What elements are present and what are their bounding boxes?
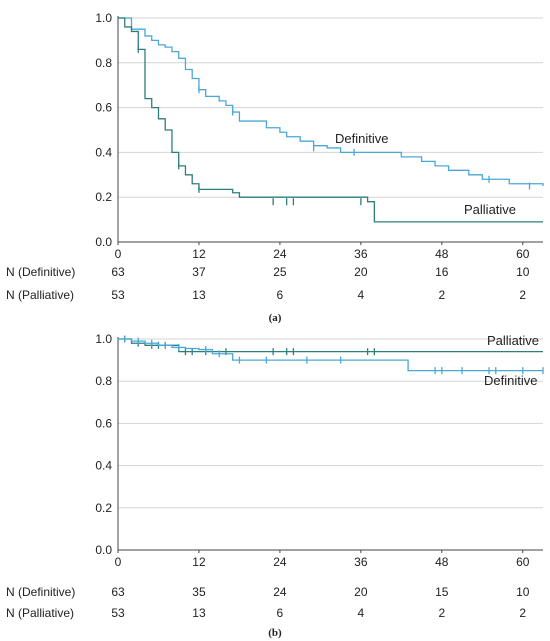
risk-value: 13 [192,288,206,302]
x-tick-label: 60 [516,247,530,261]
series-line-definitive [118,338,543,372]
risk-value: 25 [273,265,287,279]
risk-value: 4 [358,606,365,620]
risk-value: 53 [111,606,125,620]
risk-row-label: N (Palliative) [6,288,74,302]
x-tick-label: 60 [516,555,530,569]
risk-value: 2 [519,606,526,620]
y-tick-label: 0.2 [95,501,112,515]
y-tick-label: 1.0 [95,11,112,25]
panel-b: 0.00.20.40.60.81.00 12 24 36 48 60PalliativeD… [6,332,544,639]
risk-value: 2 [438,606,445,620]
y-tick-label: 1.0 [95,332,112,346]
panel-caption: (b) [268,627,282,639]
risk-row-label: N (Palliative) [6,606,74,620]
y-tick-label: 0.6 [95,101,112,115]
series-label-palliative: Palliative [464,202,516,217]
y-tick-label: 0.0 [95,543,112,557]
x-tick-label: 36 [354,247,368,261]
series-line-definitive [118,17,544,186]
series-label-definitive: Definitive [484,373,537,388]
series-label-definitive: Definitive [335,131,388,146]
risk-value: 6 [277,288,284,302]
risk-value: 35 [192,585,206,599]
risk-value: 2 [519,288,526,302]
risk-value: 13 [192,606,206,620]
x-tick-label: 0 [115,555,122,569]
y-tick-label: 0.8 [95,56,112,70]
risk-value: 53 [111,288,125,302]
x-tick-label: 24 [273,247,287,261]
risk-value: 15 [435,585,449,599]
series-line-palliative [118,338,543,353]
x-tick-label: 12 [192,555,206,569]
y-tick-label: 0.0 [95,235,112,249]
y-tick-label: 0.2 [95,190,112,204]
x-tick-label: 24 [273,555,287,569]
x-tick-label: 12 [192,247,206,261]
x-tick-label: 48 [435,247,449,261]
series-line-palliative [118,17,543,223]
panel-a: 0.00.20.40.60.81.00 12 24 36 48 60DefinitiveP… [6,11,544,324]
x-tick-label: 0 [115,247,122,261]
x-tick-label: 48 [435,555,449,569]
risk-value: 6 [277,606,284,620]
risk-value: 2 [438,288,445,302]
panel-caption: (a) [269,312,282,324]
risk-value: 37 [192,265,206,279]
risk-value: 16 [435,265,449,279]
y-tick-label: 0.6 [95,416,112,430]
y-tick-label: 0.4 [95,459,112,473]
y-tick-label: 0.8 [95,374,112,388]
risk-value: 10 [516,265,530,279]
risk-value: 24 [273,585,287,599]
risk-value: 63 [111,585,125,599]
risk-value: 10 [516,585,530,599]
risk-value: 4 [358,288,365,302]
risk-row-label: N (Definitive) [6,585,75,599]
risk-row-label: N (Definitive) [6,265,75,279]
risk-value: 20 [354,265,368,279]
x-tick-label: 36 [354,555,368,569]
y-tick-label: 0.4 [95,145,112,159]
risk-value: 20 [354,585,368,599]
risk-value: 63 [111,265,125,279]
series-label-palliative: Palliative [487,333,539,348]
